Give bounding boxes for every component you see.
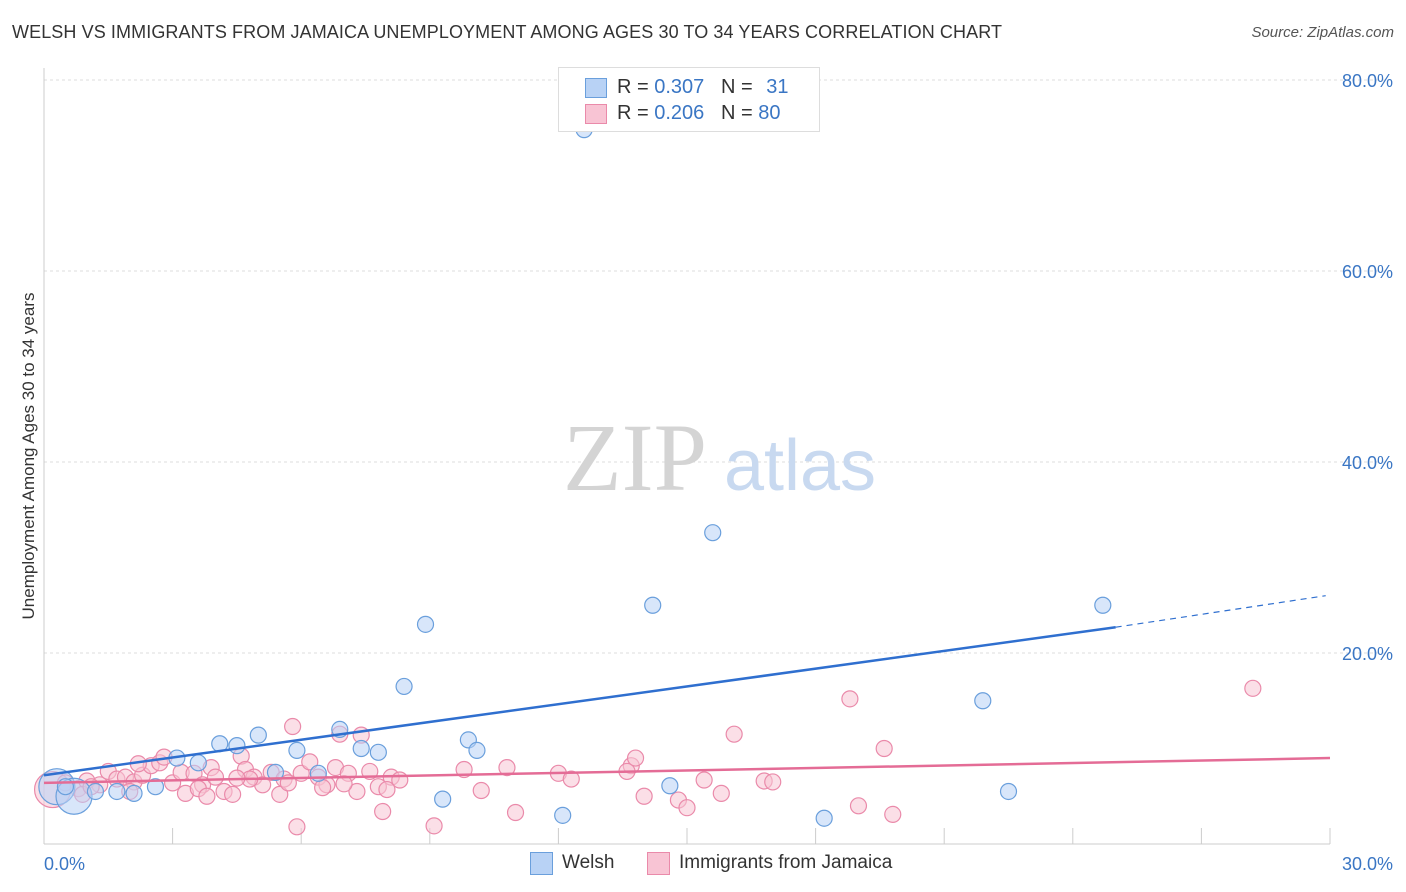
jamaica-point — [506, 803, 525, 822]
welsh-point — [146, 778, 165, 796]
tick-labels: 20.0% 40.0% 60.0% 80.0% 0.0% 30.0% — [44, 71, 1393, 874]
welsh-point — [644, 596, 662, 614]
jamaica-legend-label: Immigrants from Jamaica — [679, 852, 893, 873]
jamaica-point — [678, 799, 696, 817]
jamaica-point — [301, 753, 319, 771]
jamaica-r-label: R = — [617, 102, 655, 124]
welsh-point — [352, 739, 370, 758]
welsh-point — [1094, 596, 1112, 614]
jamaica-point — [378, 780, 396, 799]
jamaica-point — [348, 782, 366, 801]
jamaica-r-value: 0.206 — [654, 102, 705, 124]
y-tick-label: 80.0% — [1342, 71, 1393, 91]
welsh-point — [974, 692, 992, 710]
jamaica-trend-line — [43, 756, 1331, 785]
jamaica-point — [198, 787, 216, 805]
jamaica-point — [884, 805, 902, 823]
jamaica-point — [284, 717, 302, 736]
welsh-n-label: N = — [720, 76, 759, 98]
welsh-point — [554, 806, 572, 824]
jamaica-point — [1244, 679, 1262, 697]
jamaica-point — [472, 781, 490, 800]
jamaica-point — [224, 785, 242, 803]
welsh-point — [416, 615, 435, 633]
welsh-legend-swatch — [530, 852, 553, 875]
stats-legend: R = 0.307 N = 31 R = 0.206 N = 80 — [558, 67, 820, 132]
welsh-point — [468, 741, 486, 760]
welsh-point — [434, 790, 452, 808]
jamaica-point — [712, 784, 730, 802]
trend-lines — [43, 595, 1331, 785]
jamaica-swatch — [585, 104, 607, 124]
watermark-atlas: atlas — [724, 426, 876, 506]
welsh-point — [189, 754, 207, 772]
jamaica-point — [841, 690, 859, 708]
welsh-point — [249, 726, 267, 744]
welsh-point — [56, 778, 75, 796]
jamaica-point — [875, 739, 893, 758]
x-tick-label: 30.0% — [1342, 854, 1393, 874]
welsh-trend-extension — [1115, 595, 1326, 628]
watermark-zip: ZIP — [563, 404, 707, 511]
source-label: Source: ZipAtlas.com — [1251, 24, 1394, 41]
welsh-point — [288, 741, 306, 760]
jamaica-point — [374, 802, 392, 821]
jamaica-series — [33, 679, 1262, 836]
jamaica-point — [626, 749, 645, 767]
jamaica-point — [288, 818, 306, 836]
welsh-n-value: 31 — [766, 76, 789, 98]
y-tick-label: 40.0% — [1342, 453, 1393, 473]
jamaica-point — [725, 725, 743, 743]
welsh-point — [228, 737, 246, 755]
jamaica-point — [206, 768, 225, 786]
jamaica-point — [314, 779, 332, 797]
chart-title: WELSH VS IMMIGRANTS FROM JAMAICA UNEMPLO… — [12, 22, 1003, 42]
gridlines — [44, 79, 1392, 654]
watermark: ZIP atlas — [563, 404, 876, 511]
welsh-point — [266, 763, 285, 781]
jamaica-point — [764, 773, 782, 791]
jamaica-point — [695, 771, 713, 789]
welsh-point — [704, 524, 722, 542]
welsh-trend-line — [43, 625, 1116, 777]
welsh-point — [369, 743, 387, 761]
jamaica-point — [425, 817, 443, 835]
welsh-swatch — [585, 78, 607, 98]
welsh-point — [86, 782, 105, 801]
welsh-point — [125, 784, 143, 802]
welsh-r-label: R = — [617, 76, 655, 98]
welsh-point — [108, 782, 126, 801]
y-tick-label: 60.0% — [1342, 262, 1393, 282]
welsh-series — [38, 121, 1112, 827]
welsh-legend-label: Welsh — [562, 852, 615, 873]
x-tick-label: 0.0% — [44, 854, 85, 874]
welsh-point — [815, 809, 833, 827]
jamaica-legend-swatch — [647, 852, 670, 875]
jamaica-point — [635, 787, 653, 805]
y-tick-label: 20.0% — [1342, 644, 1393, 664]
welsh-r-value: 0.307 — [654, 76, 705, 98]
jamaica-n-label: N = — [720, 102, 759, 124]
welsh-point — [395, 677, 413, 696]
jamaica-point — [849, 797, 868, 815]
welsh-point — [661, 777, 679, 795]
jamaica-point — [335, 775, 353, 793]
jamaica-n-value: 80 — [758, 102, 781, 124]
jamaica-point — [562, 770, 580, 788]
jamaica-point — [498, 758, 516, 777]
welsh-point — [999, 782, 1018, 801]
